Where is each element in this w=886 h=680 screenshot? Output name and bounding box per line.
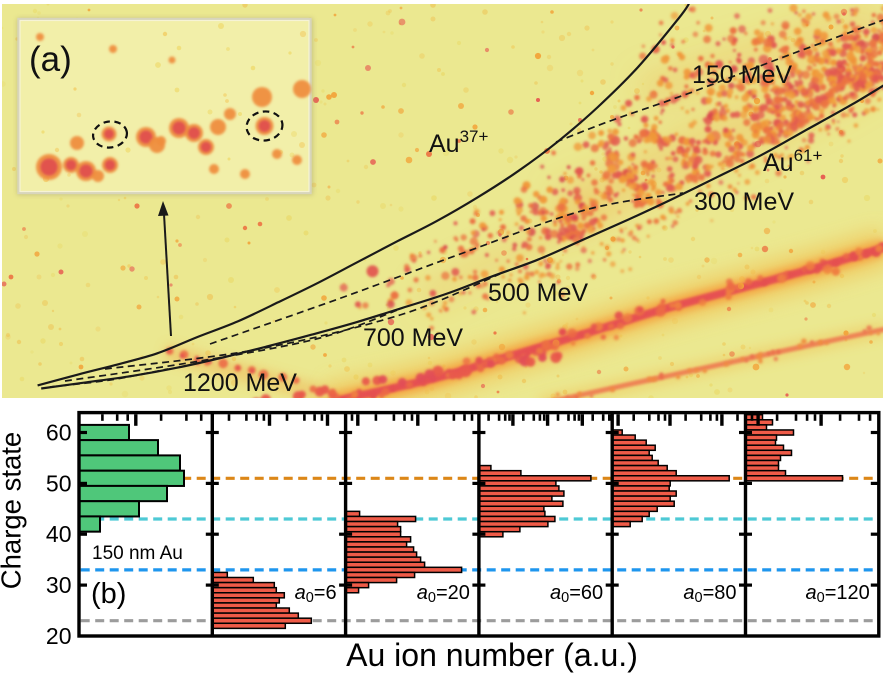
- svg-text:150 nm Au: 150 nm Au: [92, 543, 183, 564]
- svg-text:a0=20: a0=20: [417, 582, 470, 606]
- svg-text:1200 MeV: 1200 MeV: [183, 369, 297, 397]
- svg-text:a0=120: a0=120: [806, 582, 870, 606]
- svg-text:a0=60: a0=60: [550, 582, 603, 606]
- svg-text:Charge state: Charge state: [0, 432, 27, 589]
- svg-text:(b): (b): [91, 578, 126, 610]
- svg-text:Au ion number (a.u.): Au ion number (a.u.): [346, 637, 638, 673]
- svg-text:a0=6: a0=6: [295, 582, 337, 606]
- svg-text:60: 60: [46, 420, 72, 446]
- svg-text:50: 50: [46, 470, 72, 496]
- svg-text:500 MeV: 500 MeV: [488, 279, 588, 307]
- svg-text:20: 20: [46, 623, 72, 649]
- svg-text:300 MeV: 300 MeV: [694, 188, 794, 216]
- svg-text:700 MeV: 700 MeV: [363, 324, 463, 352]
- svg-text:(a): (a): [29, 40, 72, 79]
- svg-text:150 MeV: 150 MeV: [692, 61, 792, 89]
- svg-text:a0=80: a0=80: [683, 582, 736, 606]
- svg-text:40: 40: [46, 521, 72, 547]
- svg-text:30: 30: [46, 572, 72, 598]
